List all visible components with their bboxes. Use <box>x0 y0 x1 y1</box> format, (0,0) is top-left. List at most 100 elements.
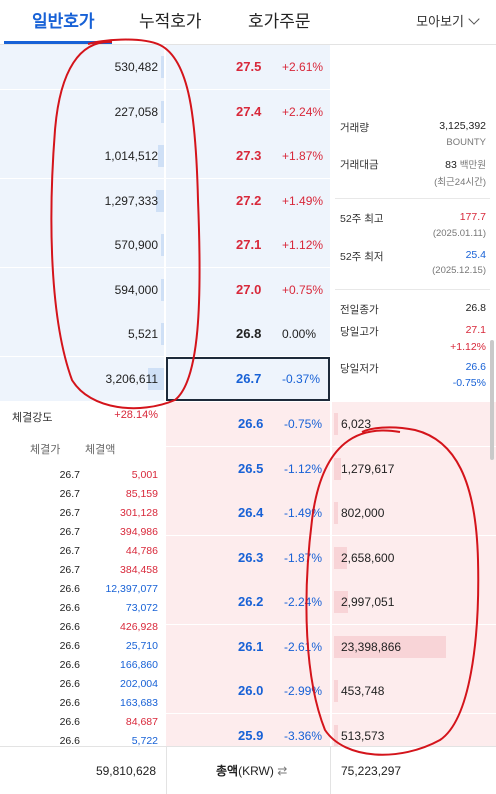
trade-price: 26.6 <box>59 602 80 614</box>
bid-price-cell <box>166 491 330 535</box>
day-low-label: 당일저가 <box>340 363 379 375</box>
swap-icon: ⇄ <box>277 764 288 778</box>
trade-amount: 163,683 <box>120 697 158 709</box>
bid-row[interactable]: 26.1 -2.61% 23,398,866 <box>166 624 496 670</box>
trade-amount: 85,159 <box>125 488 158 500</box>
trade-row: 26.6 25,710 <box>0 637 166 656</box>
bid-row[interactable]: 26.2 -2.24% 2,997,051 <box>166 580 496 625</box>
ask-price: 27.3 <box>236 148 262 163</box>
bid-volume: 1,279,617 <box>341 461 395 476</box>
trade-row: 26.6 73,072 <box>0 599 166 618</box>
day-high-pct: +1.12% <box>450 341 486 353</box>
ask-price: 27.0 <box>236 281 262 297</box>
total-unit: (KRW) <box>238 764 274 778</box>
bid-row[interactable]: 26.3 -1.87% 2,658,600 <box>166 535 496 581</box>
ask-row[interactable]: 530,482 27.5 +2.61% <box>0 45 330 90</box>
day-high-label: 당일고가 <box>340 326 379 338</box>
ask-price: 27.4 <box>236 103 262 119</box>
trade-amount: 73,072 <box>125 602 158 614</box>
trade-price: 26.6 <box>59 678 80 690</box>
volume-unit: BOUNTY <box>446 137 486 148</box>
trade-price: 26.6 <box>59 659 80 671</box>
trade-amount: 426,928 <box>120 621 158 633</box>
view-mode-label: 모아보기 <box>416 14 464 29</box>
ask-volume-bar <box>161 323 164 345</box>
trade-amount: 394,986 <box>120 526 158 538</box>
divider <box>335 198 490 199</box>
trade-amount: 83 백만원 <box>445 157 486 171</box>
bid-row[interactable]: 26.6 -0.75% 6,023 <box>166 402 496 447</box>
ask-price: 27.1 <box>236 237 262 252</box>
divider <box>330 747 331 794</box>
chevron-down-icon <box>468 13 480 25</box>
bid-price: 26.2 <box>238 594 264 609</box>
trades-header-amount: 체결액 <box>85 444 116 456</box>
low52-label: 52주 최저 <box>340 251 384 263</box>
trade-amount: 12,397,077 <box>105 583 158 595</box>
bid-row[interactable]: 26.0 -2.99% 453,748 <box>166 669 496 714</box>
ask-row[interactable]: 1,014,512 27.3 +1.87% <box>0 134 330 179</box>
bid-change-pct: -0.75% <box>284 417 323 431</box>
bid-volume-bar <box>334 502 338 524</box>
bid-total: 75,223,297 <box>341 764 402 778</box>
trade-row: 26.6 426,928 <box>0 618 166 637</box>
bid-row[interactable]: 26.4 -1.49% 802,000 <box>166 491 496 536</box>
trade-amount-unit: 백만원 <box>459 160 486 171</box>
ask-volume: 570,900 <box>114 238 158 252</box>
ask-volume: 5,521 <box>127 327 158 341</box>
ask-row[interactable]: 5,521 26.8 0.00% <box>0 312 330 357</box>
ask-change-pct: +1.49% <box>282 193 324 208</box>
bid-change-pct: -2.24% <box>284 595 323 609</box>
ask-row[interactable]: 594,000 27.0 +0.75% <box>0 267 330 313</box>
ask-volume-bar <box>160 56 164 78</box>
ask-change-pct: +1.87% <box>282 149 324 163</box>
high52-label: 52주 최고 <box>340 213 384 225</box>
current-price-highlight <box>166 357 330 401</box>
trade-price: 26.7 <box>59 545 80 557</box>
ask-row[interactable]: 570,900 27.1 +1.12% <box>0 223 330 268</box>
bid-volume-bar <box>334 413 338 435</box>
totals-footer: 59,810,628 총액(KRW) ⇄ 75,223,297 <box>0 746 496 794</box>
view-mode-dropdown[interactable]: 모아보기 <box>416 0 480 44</box>
total-toggle[interactable]: 총액(KRW) ⇄ <box>216 762 287 779</box>
ask-volume-bar <box>161 100 164 123</box>
ask-row[interactable]: 1,297,333 27.2 +1.49% <box>0 178 330 224</box>
ask-change-pct: +1.12% <box>282 238 324 252</box>
tab-bar: 일반호가 누적호가 호가주문 모아보기 <box>0 0 496 45</box>
trade-row: 26.7 85,159 <box>0 485 166 504</box>
trade-amount: 202,004 <box>120 678 158 690</box>
ask-price: 27.2 <box>236 192 262 208</box>
ask-volume: 227,058 <box>114 104 158 119</box>
divider <box>166 747 167 794</box>
day-low-value: 26.6 <box>465 361 486 373</box>
scrollbar[interactable] <box>490 340 494 460</box>
trade-strength-label: 체결강도 <box>12 412 53 424</box>
bid-price-cell <box>166 402 330 446</box>
trade-price: 26.6 <box>59 621 80 633</box>
tab-order-entry[interactable]: 호가주문 <box>248 12 311 31</box>
trade-amount: 166,860 <box>120 659 158 671</box>
prev-close-label: 전일종가 <box>340 304 379 316</box>
ask-total: 59,810,628 <box>95 764 156 778</box>
bid-price: 25.9 <box>238 727 264 743</box>
bid-price: 26.4 <box>238 505 264 520</box>
trade-price: 26.6 <box>59 735 80 747</box>
trade-row: 26.6 84,687 <box>0 713 166 732</box>
ask-volume-bar <box>157 145 164 167</box>
ask-row[interactable]: 227,058 27.4 +2.24% <box>0 89 330 135</box>
bid-volume: 802,000 <box>341 506 385 520</box>
trade-amount: 44,786 <box>125 545 158 557</box>
trade-amount: 301,128 <box>120 507 158 519</box>
tab-general-orderbook[interactable]: 일반호가 <box>32 12 95 31</box>
ask-change-pct: 0.00% <box>282 327 317 341</box>
trade-amount: 384,458 <box>120 564 158 576</box>
tab-cumulative-orderbook[interactable]: 누적호가 <box>139 12 202 31</box>
bid-volume-bar <box>334 680 338 702</box>
ask-price: 26.7 <box>236 370 262 386</box>
low52-date: (2025.12.15) <box>432 265 486 276</box>
bid-volume: 453,748 <box>341 684 385 698</box>
trade-row: 26.7 394,986 <box>0 523 166 542</box>
ask-change-pct: -0.37% <box>282 371 321 386</box>
bid-row[interactable]: 26.5 -1.12% 1,279,617 <box>166 446 496 492</box>
trade-row: 26.7 301,128 <box>0 504 166 523</box>
